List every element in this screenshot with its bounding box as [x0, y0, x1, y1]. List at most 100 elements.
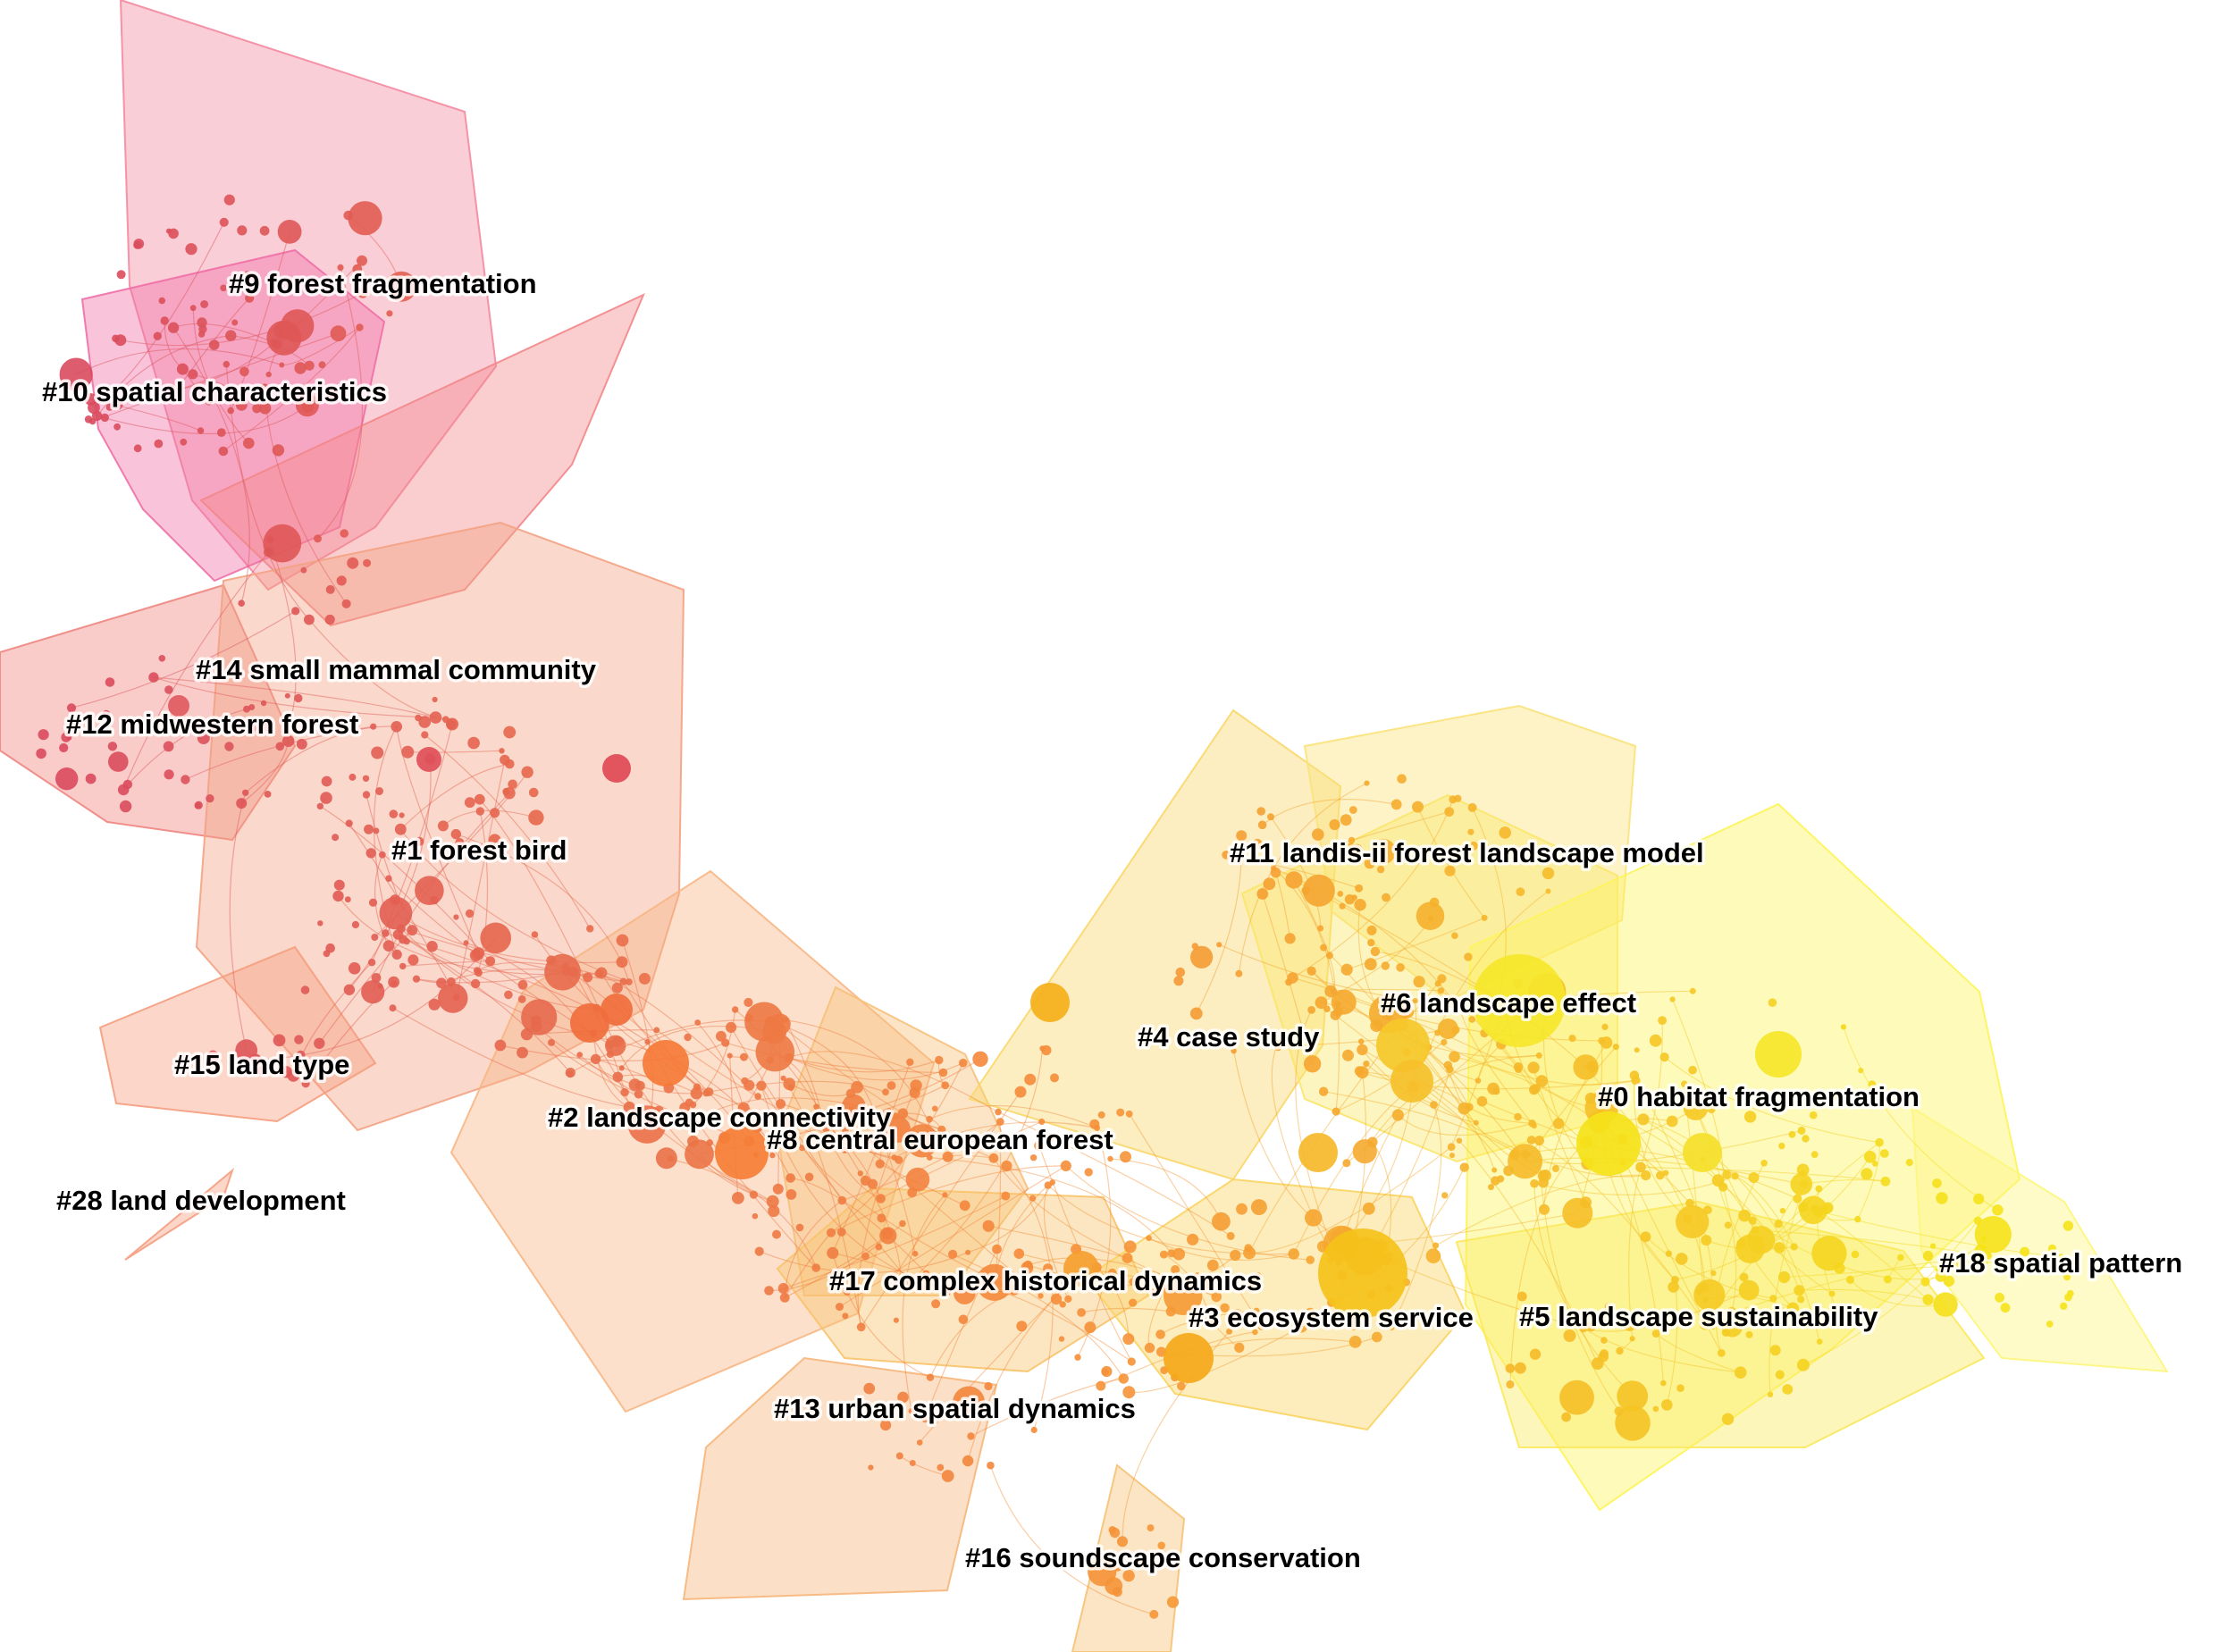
network-node[interactable]: [1601, 1023, 1609, 1030]
network-node[interactable]: [1526, 1136, 1536, 1145]
network-node[interactable]: [1149, 1609, 1159, 1619]
network-node[interactable]: [704, 1087, 714, 1097]
network-node[interactable]: [470, 978, 481, 989]
network-node[interactable]: [1024, 1073, 1037, 1086]
network-node[interactable]: [726, 1021, 737, 1033]
network-node[interactable]: [389, 1004, 397, 1012]
network-node[interactable]: [1050, 1073, 1059, 1083]
network-node[interactable]: [238, 600, 246, 607]
network-node[interactable]: [316, 802, 323, 810]
network-node[interactable]: [421, 731, 429, 739]
network-node[interactable]: [325, 584, 335, 594]
network-node[interactable]: [1444, 807, 1455, 817]
network-node[interactable]: [1458, 1102, 1471, 1115]
network-node[interactable]: [1828, 1290, 1836, 1297]
network-node[interactable]: [365, 848, 376, 859]
network-node[interactable]: [1412, 998, 1418, 1004]
network-node[interactable]: [1317, 925, 1324, 932]
network-node[interactable]: [1190, 945, 1214, 969]
network-node[interactable]: [836, 1228, 846, 1237]
network-node[interactable]: [371, 746, 384, 759]
network-node[interactable]: [113, 423, 121, 431]
network-node[interactable]: [655, 1147, 677, 1170]
network-node[interactable]: [368, 898, 378, 907]
network-node[interactable]: [264, 791, 272, 798]
network-node[interactable]: [1382, 1010, 1393, 1021]
network-node[interactable]: [1468, 1016, 1475, 1023]
network-node[interactable]: [332, 834, 340, 842]
network-node[interactable]: [653, 1027, 660, 1034]
network-node[interactable]: [886, 1081, 896, 1090]
network-node[interactable]: [1745, 1330, 1753, 1338]
network-node[interactable]: [1851, 1250, 1860, 1259]
network-node[interactable]: [1846, 1319, 1853, 1327]
network-node[interactable]: [1437, 987, 1445, 994]
network-node[interactable]: [1351, 843, 1363, 856]
network-node[interactable]: [252, 404, 262, 414]
network-node[interactable]: [1306, 966, 1316, 976]
network-node[interactable]: [795, 1223, 804, 1232]
network-node[interactable]: [1767, 1391, 1774, 1398]
network-node[interactable]: [1191, 943, 1199, 950]
network-node[interactable]: [1529, 1348, 1542, 1360]
network-node[interactable]: [1861, 1168, 1873, 1180]
network-node[interactable]: [612, 1071, 624, 1083]
network-node[interactable]: [1809, 1111, 1818, 1120]
network-node[interactable]: [1226, 1231, 1235, 1240]
network-node[interactable]: [1249, 1034, 1257, 1043]
network-node[interactable]: [1046, 1133, 1055, 1142]
cluster-label-5[interactable]: #5 landscape sustainability: [1516, 1298, 1882, 1336]
network-node[interactable]: [1329, 818, 1340, 831]
network-node[interactable]: [1559, 1379, 1594, 1415]
network-node[interactable]: [1641, 1170, 1651, 1181]
network-node[interactable]: [1796, 1163, 1810, 1177]
network-node[interactable]: [1973, 1193, 1985, 1204]
network-node[interactable]: [1514, 1065, 1523, 1073]
network-node[interactable]: [200, 300, 209, 308]
network-node[interactable]: [117, 784, 130, 796]
network-node[interactable]: [732, 1006, 739, 1013]
network-node[interactable]: [296, 738, 307, 750]
network-node[interactable]: [948, 1249, 958, 1259]
network-node[interactable]: [1222, 851, 1231, 860]
network-node[interactable]: [1164, 1276, 1203, 1316]
network-node[interactable]: [378, 851, 386, 859]
network-node[interactable]: [754, 1246, 764, 1256]
network-node[interactable]: [1568, 1035, 1576, 1043]
network-node[interactable]: [976, 1263, 1013, 1301]
network-node[interactable]: [1879, 1149, 1889, 1158]
network-node[interactable]: [1726, 1306, 1737, 1319]
network-node[interactable]: [1562, 1197, 1593, 1229]
network-node[interactable]: [1340, 814, 1352, 826]
network-node[interactable]: [1077, 1308, 1086, 1317]
network-node[interactable]: [1779, 1207, 1786, 1214]
network-node[interactable]: [627, 1105, 667, 1144]
network-node[interactable]: [583, 972, 593, 983]
network-node[interactable]: [620, 1087, 629, 1097]
network-node[interactable]: [450, 828, 461, 840]
network-node[interactable]: [480, 922, 511, 954]
network-node[interactable]: [107, 742, 118, 751]
network-node[interactable]: [1208, 1318, 1214, 1325]
network-node[interactable]: [1448, 994, 1457, 1004]
network-node[interactable]: [391, 949, 402, 960]
network-node[interactable]: [218, 446, 229, 457]
network-node[interactable]: [446, 719, 457, 730]
network-node[interactable]: [1718, 1182, 1728, 1192]
network-node[interactable]: [1635, 1161, 1646, 1173]
network-node[interactable]: [164, 769, 174, 780]
network-node[interactable]: [1146, 1235, 1152, 1241]
network-node[interactable]: [1101, 1365, 1113, 1378]
network-node[interactable]: [116, 270, 126, 280]
network-node[interactable]: [1514, 1362, 1526, 1374]
network-node[interactable]: [185, 243, 197, 256]
network-node[interactable]: [926, 1115, 933, 1123]
network-node[interactable]: [330, 325, 347, 342]
network-node[interactable]: [262, 722, 272, 732]
network-hub-node[interactable]: [416, 747, 441, 772]
network-node[interactable]: [1707, 1104, 1716, 1114]
network-hub-node[interactable]: [1318, 1229, 1407, 1318]
network-node[interactable]: [822, 1126, 830, 1134]
network-node[interactable]: [361, 980, 385, 1004]
network-node[interactable]: [1868, 1080, 1877, 1089]
